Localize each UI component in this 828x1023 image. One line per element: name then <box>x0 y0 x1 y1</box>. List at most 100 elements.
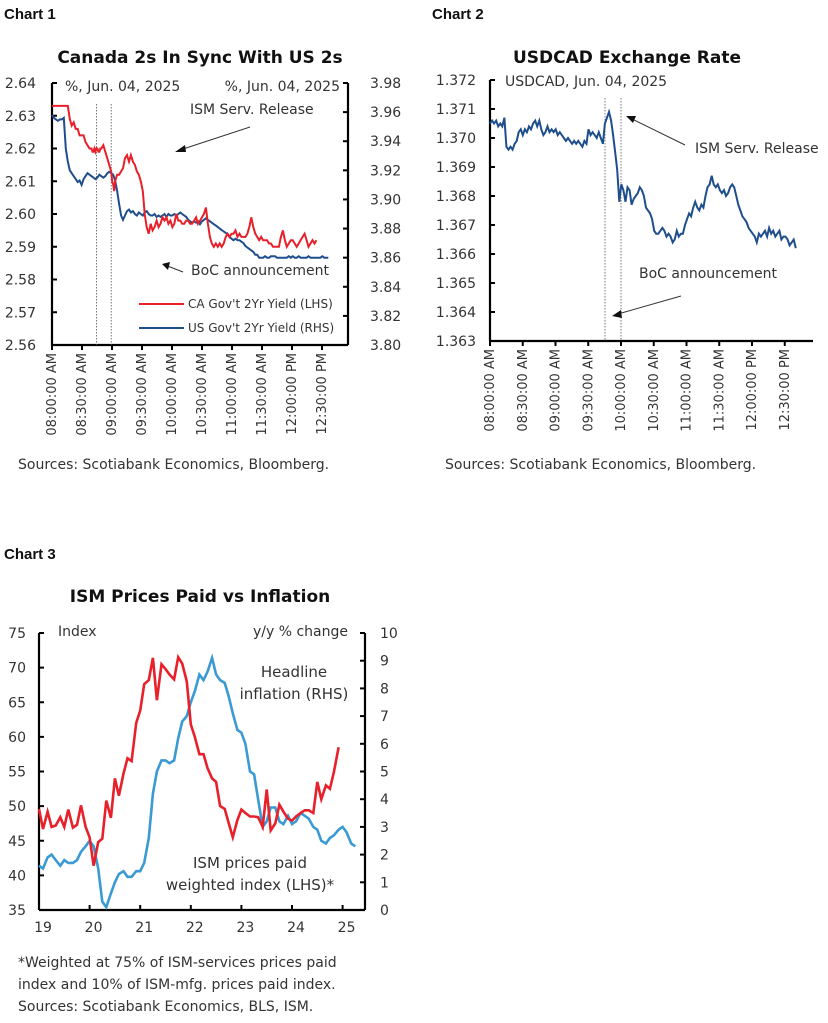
chart-1-xtick-label: 09:00:00 AM <box>105 353 120 436</box>
chart-1-ytick-right: 3.92 <box>370 163 401 179</box>
chart-3-footnote-line: Sources: Scotiabank Economics, BLS, ISM. <box>18 999 313 1015</box>
chart-1-ytick-left: 2.58 <box>5 273 36 289</box>
chart-1-title: Canada 2s In Sync With US 2s <box>57 48 342 68</box>
chart-1-legend-us: US Gov't 2Yr Yield (RHS) <box>188 321 334 335</box>
chart-1-xtick-label: 10:30:00 AM <box>195 353 210 436</box>
chart-1-xtick-label: 10:00:00 AM <box>165 353 180 436</box>
chart-1-left-unit: %, Jun. 04, 2025 <box>65 79 180 95</box>
chart-1-ytick-left: 2.61 <box>5 174 36 190</box>
chart-3-left-unit: Index <box>58 624 97 640</box>
chart-2-xtick-label: 12:30:00 PM <box>778 349 793 431</box>
chart-3-title: ISM Prices Paid vs Inflation <box>70 587 330 607</box>
chart-2-xtick-label: 09:00:00 AM <box>549 349 564 432</box>
chart-2-xtick-label: 11:00:00 AM <box>680 349 695 432</box>
chart-1-xtick-label: 11:00:00 AM <box>225 353 240 436</box>
chart-2-source: Sources: Scotiabank Economics, Bloomberg… <box>445 457 756 473</box>
chart-1-ytick-right: 3.82 <box>370 309 401 325</box>
chart-1-ytick-right: 3.88 <box>370 222 401 238</box>
chart-2-xtick-label: 08:00:00 AM <box>483 349 498 432</box>
chart-3-ytick-right: 6 <box>380 737 389 753</box>
chart-1-source: Sources: Scotiabank Economics, Bloomberg… <box>18 457 329 473</box>
chart-3-ytick-left: 35 <box>8 903 26 919</box>
chart-3-ytick-left: 55 <box>8 765 26 781</box>
chart-3-ytick-right: 7 <box>380 709 389 725</box>
chart-2-arrowhead-boc <box>612 310 622 318</box>
chart-3-label-ism-2: weighted index (LHS)* <box>166 876 335 894</box>
chart-3-xtick-label: 23 <box>236 920 254 936</box>
chart-1-xtick-label: 12:30:00 PM <box>315 353 330 435</box>
chart-2-arrowhead-ism <box>626 116 636 123</box>
chart-3-ytick-right: 10 <box>380 626 398 642</box>
chart-1-ytick-left: 2.56 <box>5 338 36 354</box>
chart-2-ytick-label: 1.364 <box>436 305 476 321</box>
chart-1-ytick-left: 2.64 <box>5 76 36 92</box>
chart-3-right-unit: y/y % change <box>253 624 348 640</box>
chart-1-annotation-ism: ISM Serv. Release <box>190 102 314 118</box>
chart-2-ytick-label: 1.365 <box>436 276 476 292</box>
chart-2-arrow-boc <box>617 295 682 315</box>
chart-1-arrowhead-boc <box>162 262 170 270</box>
chart-2-xtick-label: 08:30:00 AM <box>516 349 531 432</box>
chart-3-ytick-right: 5 <box>380 765 389 781</box>
chart-3-ytick-left: 75 <box>8 626 26 642</box>
chart-3-xtick-label: 24 <box>287 920 305 936</box>
chart-2-xtick-label: 12:00:00 PM <box>745 349 760 431</box>
chart-3-xtick-label: 25 <box>338 920 356 936</box>
chart-3-ytick-right: 8 <box>380 681 389 697</box>
chart-1-ytick-left: 2.59 <box>5 240 36 256</box>
chart-2-title: USDCAD Exchange Rate <box>513 48 741 68</box>
chart-1-legend-ca: CA Gov't 2Yr Yield (LHS) <box>188 297 333 311</box>
chart-2-ytick-label: 1.366 <box>436 247 476 263</box>
chart-1-ytick-right: 3.96 <box>370 105 401 121</box>
chart-1-annotation-boc: BoC announcement <box>191 263 329 279</box>
chart-1-xtick-label: 08:30:00 AM <box>75 353 90 436</box>
chart-2-ytick-label: 1.368 <box>436 189 476 205</box>
chart-3-footnote-line: *Weighted at 75% of ISM-services prices … <box>18 955 337 971</box>
chart-1-ytick-right: 3.80 <box>370 338 401 354</box>
chart-2-unit-label: USDCAD, Jun. 04, 2025 <box>505 74 667 90</box>
chart-1-ytick-left: 2.63 <box>5 109 36 125</box>
chart-1-ytick-right: 3.90 <box>370 192 401 208</box>
chart-3-label: Chart 3 <box>4 546 56 563</box>
chart-1-arrowhead-ism <box>175 145 186 152</box>
chart-2-annotation-ism: ISM Serv. Release <box>695 141 819 157</box>
chart-1-arrow-ism <box>179 126 251 151</box>
chart-3-ytick-right: 3 <box>380 820 389 836</box>
chart-3-series-ism-prices-paid <box>37 653 340 866</box>
chart-2-ytick-label: 1.369 <box>436 160 476 176</box>
chart-2-label: Chart 2 <box>432 6 484 23</box>
chart-2-annotation-boc: BoC announcement <box>639 266 777 282</box>
chart-3-ytick-right: 0 <box>380 903 389 919</box>
chart-2-xtick-label: 10:30:00 AM <box>647 349 662 432</box>
chart-3-ytick-left: 65 <box>8 695 26 711</box>
chart-2-ytick-label: 1.363 <box>436 334 476 350</box>
chart-3-xtick-label: 21 <box>135 920 153 936</box>
chart-3-ytick-right: 1 <box>380 875 389 891</box>
chart-3-ytick-left: 45 <box>8 834 26 850</box>
chart-3-ytick-left: 60 <box>8 730 26 746</box>
chart-3-label-inflation-2: inflation (RHS) <box>240 685 349 703</box>
chart-1-label: Chart 1 <box>4 6 56 23</box>
chart-3-label-inflation-1: Headline <box>261 663 327 681</box>
chart-2-xtick-label: 10:00:00 AM <box>614 349 629 432</box>
chart-2-arrow-ism <box>629 117 686 146</box>
chart-3-ytick-left: 50 <box>8 799 26 815</box>
chart-1-ytick-right: 3.86 <box>370 251 401 267</box>
chart-3-label-ism-1: ISM prices paid <box>193 854 307 872</box>
chart-3-xtick-label: 19 <box>34 920 52 936</box>
chart-1-xtick-label: 12:00:00 PM <box>285 353 300 435</box>
chart-3-xtick-label: 22 <box>186 920 204 936</box>
chart-1-xtick-label: 11:30:00 AM <box>255 353 270 436</box>
chart-2-series-usdcad <box>489 108 797 249</box>
chart-3-ytick-right: 2 <box>380 848 389 864</box>
chart-3-ytick-left: 70 <box>8 661 26 677</box>
chart-1-series-us-2yr <box>51 114 329 259</box>
chart-2-ytick-label: 1.371 <box>436 102 476 118</box>
chart-1-ytick-left: 2.60 <box>5 207 36 223</box>
chart-1-ytick-right: 3.84 <box>370 280 401 296</box>
chart-2-xtick-label: 09:30:00 AM <box>581 349 596 432</box>
chart-1-ytick-right: 3.94 <box>370 134 401 150</box>
chart-1-xtick-label: 08:00:00 AM <box>45 353 60 436</box>
chart-1-xtick-label: 09:30:00 AM <box>135 353 150 436</box>
